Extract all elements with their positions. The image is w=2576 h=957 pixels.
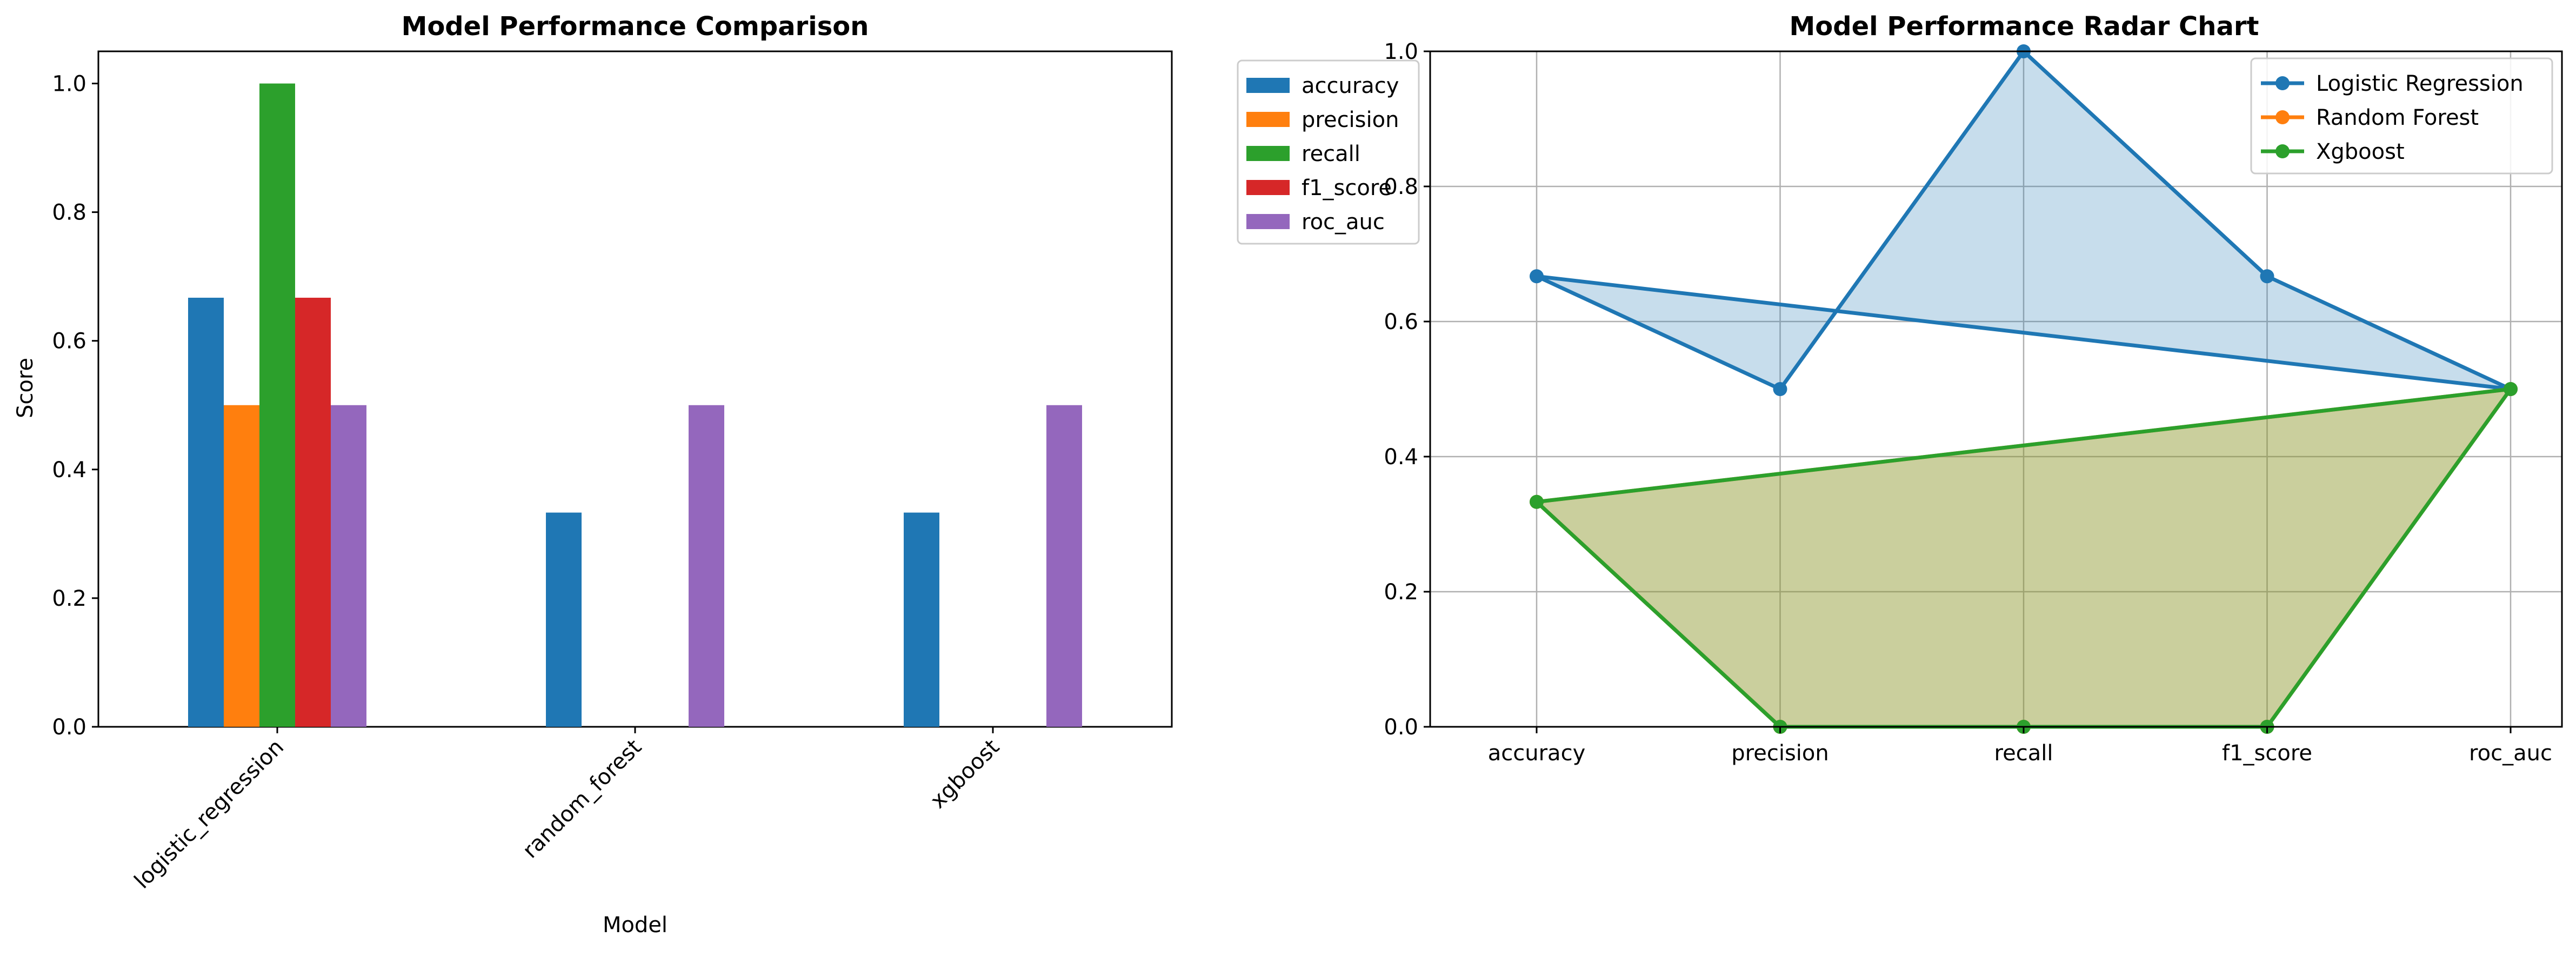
bar-legend-label: f1_score bbox=[1302, 176, 1392, 200]
bar-accuracy-random_forest bbox=[546, 512, 582, 727]
bar-legend-box bbox=[1237, 59, 1420, 245]
bar-legend-swatch bbox=[1246, 146, 1290, 161]
bar-y-tick-label: 0.2 bbox=[52, 586, 86, 611]
bar-legend-swatch bbox=[1246, 214, 1290, 229]
bar-f1_score-logistic_regression bbox=[295, 297, 331, 727]
radar-point-logistic-regression bbox=[1773, 382, 1787, 396]
bar-legend-label: roc_auc bbox=[1302, 210, 1385, 235]
bar-x-axis: logistic_regression random_forest xgboost bbox=[130, 727, 1004, 894]
bar-y-axis: 0.0 0.2 0.4 0.6 0.8 1.0 bbox=[52, 72, 98, 740]
radar-line-logistic-regression bbox=[1534, 49, 2513, 391]
bar-x-tick-label: xgboost bbox=[925, 735, 1004, 814]
radar-frame bbox=[1429, 50, 2563, 728]
bar-chart: Model Performance Comparison 0.00.20.40.… bbox=[13, 11, 1420, 938]
radar-point-xgboost bbox=[2504, 382, 2518, 396]
radar-x-tick-label: accuracy bbox=[1488, 741, 1585, 766]
radar-chart: Model Performance Radar Chart 0.00.20.40… bbox=[1384, 11, 2563, 766]
radar-plot-frame bbox=[1429, 50, 2563, 728]
radar-legend-box bbox=[2250, 57, 2553, 175]
radar-y-tick-label: 0.2 bbox=[1384, 580, 1418, 605]
bar-legend-swatch bbox=[1246, 180, 1290, 195]
bar-y-tick-label: 0.4 bbox=[52, 458, 86, 483]
bar-accuracy-logistic_regression bbox=[188, 297, 224, 727]
bar-legend-label: accuracy bbox=[1302, 73, 1399, 98]
bar-legend-swatch bbox=[1246, 78, 1290, 93]
radar-y-tick-label: 0.4 bbox=[1384, 445, 1418, 470]
radar-legend-marker bbox=[2275, 144, 2290, 158]
radar-y-axis: 0.0 0.2 0.4 0.6 0.8 1.0 bbox=[1384, 39, 1430, 740]
bar-recall-logistic_regression bbox=[259, 83, 295, 727]
radar-point-logistic-regression bbox=[2260, 269, 2274, 284]
bar-y-axis-label: Score bbox=[13, 358, 38, 418]
bar-roc_auc-random_forest bbox=[689, 405, 724, 727]
radar-x-axis: accuracy precision recall f1_score roc_auc bbox=[1488, 727, 2552, 766]
radar-fill-xgboost bbox=[1537, 389, 2511, 727]
bar-legend-swatch bbox=[1246, 112, 1290, 127]
radar-legend-label: Random Forest bbox=[2316, 105, 2479, 130]
bar-chart-title: Model Performance Comparison bbox=[402, 11, 869, 42]
bar-y-tick-label: 0.0 bbox=[52, 715, 86, 740]
radar-legend: Logistic Regression Random Forest Xgboost bbox=[2250, 57, 2553, 175]
bar-x-tick-label: random_forest bbox=[518, 735, 646, 864]
radar-legend-marker bbox=[2275, 110, 2290, 124]
radar-point-logistic-regression bbox=[1530, 269, 1544, 284]
radar-legend-marker bbox=[2275, 76, 2290, 90]
radar-y-tick-label: 0.8 bbox=[1384, 175, 1418, 199]
radar-x-tick-label: precision bbox=[1731, 741, 1828, 766]
bar-x-axis-label: Model bbox=[603, 913, 668, 938]
radar-chart-title: Model Performance Radar Chart bbox=[1790, 11, 2259, 42]
bar-precision-logistic_regression bbox=[224, 405, 259, 727]
radar-x-tick-label: recall bbox=[1994, 741, 2053, 766]
radar-y-tick-label: 0.0 bbox=[1384, 715, 1418, 740]
bar-roc_auc-xgboost bbox=[1046, 405, 1082, 727]
bar-y-tick-label: 0.8 bbox=[52, 200, 86, 225]
bar-y-tick-label: 1.0 bbox=[52, 72, 86, 97]
bar-legend-label: precision bbox=[1302, 108, 1399, 132]
bar-legend: accuracy precision recall f1_score roc_auc bbox=[1237, 59, 1420, 245]
bar-y-tick-label: 0.6 bbox=[52, 329, 86, 354]
bar-accuracy-xgboost bbox=[904, 512, 939, 727]
radar-x-tick-label: roc_auc bbox=[2469, 741, 2552, 766]
radar-y-tick-label: 1.0 bbox=[1384, 39, 1418, 64]
bar-legend-label: recall bbox=[1302, 142, 1360, 166]
bar-roc_auc-logistic_regression bbox=[331, 405, 366, 727]
bar-bars bbox=[188, 83, 1082, 727]
radar-point-xgboost bbox=[1530, 494, 1544, 509]
radar-legend-label: Logistic Regression bbox=[2316, 71, 2524, 96]
radar-x-tick-label: f1_score bbox=[2222, 741, 2312, 766]
radar-fill-random-forest bbox=[1537, 389, 2511, 727]
radar-y-tick-label: 0.6 bbox=[1384, 310, 1418, 334]
bar-x-tick-label: logistic_regression bbox=[130, 735, 289, 894]
radar-legend-label: Xgboost bbox=[2316, 139, 2405, 164]
